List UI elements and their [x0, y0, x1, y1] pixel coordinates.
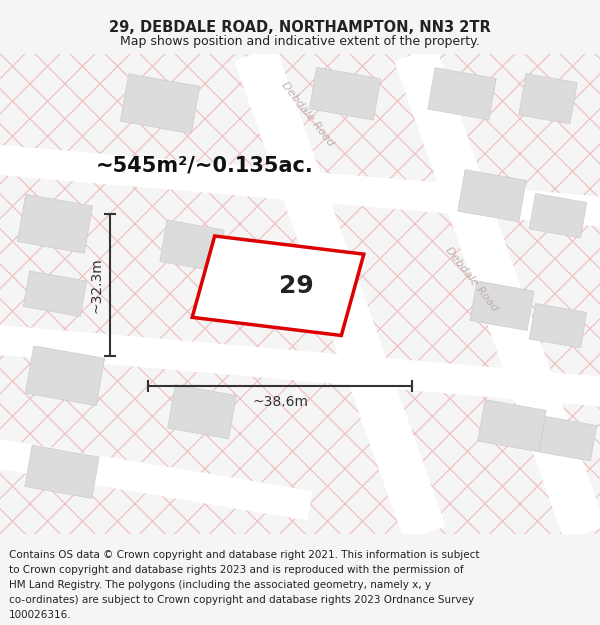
Polygon shape — [519, 74, 577, 124]
Polygon shape — [310, 68, 380, 120]
Polygon shape — [23, 271, 86, 316]
Polygon shape — [17, 194, 92, 253]
Polygon shape — [470, 281, 534, 331]
Text: co-ordinates) are subject to Crown copyright and database rights 2023 Ordnance S: co-ordinates) are subject to Crown copyr… — [9, 596, 474, 606]
Polygon shape — [167, 385, 236, 439]
Text: Debdale Road: Debdale Road — [444, 245, 500, 312]
Text: Debdale Road: Debdale Road — [280, 80, 336, 148]
Text: Contains OS data © Crown copyright and database right 2021. This information is : Contains OS data © Crown copyright and d… — [9, 550, 479, 560]
Polygon shape — [478, 399, 546, 452]
Text: ~38.6m: ~38.6m — [252, 395, 308, 409]
Polygon shape — [192, 236, 364, 336]
Text: to Crown copyright and database rights 2023 and is reproduced with the permissio: to Crown copyright and database rights 2… — [9, 565, 464, 575]
Polygon shape — [394, 46, 600, 541]
Polygon shape — [539, 416, 597, 461]
Polygon shape — [458, 169, 526, 222]
Polygon shape — [428, 68, 496, 120]
Polygon shape — [529, 304, 587, 348]
Polygon shape — [25, 445, 99, 498]
Text: HM Land Registry. The polygons (including the associated geometry, namely x, y: HM Land Registry. The polygons (includin… — [9, 580, 431, 590]
Polygon shape — [234, 46, 446, 541]
Polygon shape — [25, 346, 104, 406]
Text: ~32.3m: ~32.3m — [89, 257, 103, 312]
Text: 29, DEBDALE ROAD, NORTHAMPTON, NN3 2TR: 29, DEBDALE ROAD, NORTHAMPTON, NN3 2TR — [109, 20, 491, 35]
Polygon shape — [0, 141, 600, 231]
Polygon shape — [0, 321, 600, 411]
Polygon shape — [0, 431, 313, 521]
Polygon shape — [121, 74, 200, 134]
Text: 29: 29 — [278, 274, 313, 298]
Polygon shape — [160, 220, 224, 271]
Polygon shape — [529, 194, 587, 238]
Text: 100026316.: 100026316. — [9, 611, 71, 621]
Text: ~545m²/~0.135ac.: ~545m²/~0.135ac. — [96, 156, 314, 176]
Text: Map shows position and indicative extent of the property.: Map shows position and indicative extent… — [120, 35, 480, 48]
